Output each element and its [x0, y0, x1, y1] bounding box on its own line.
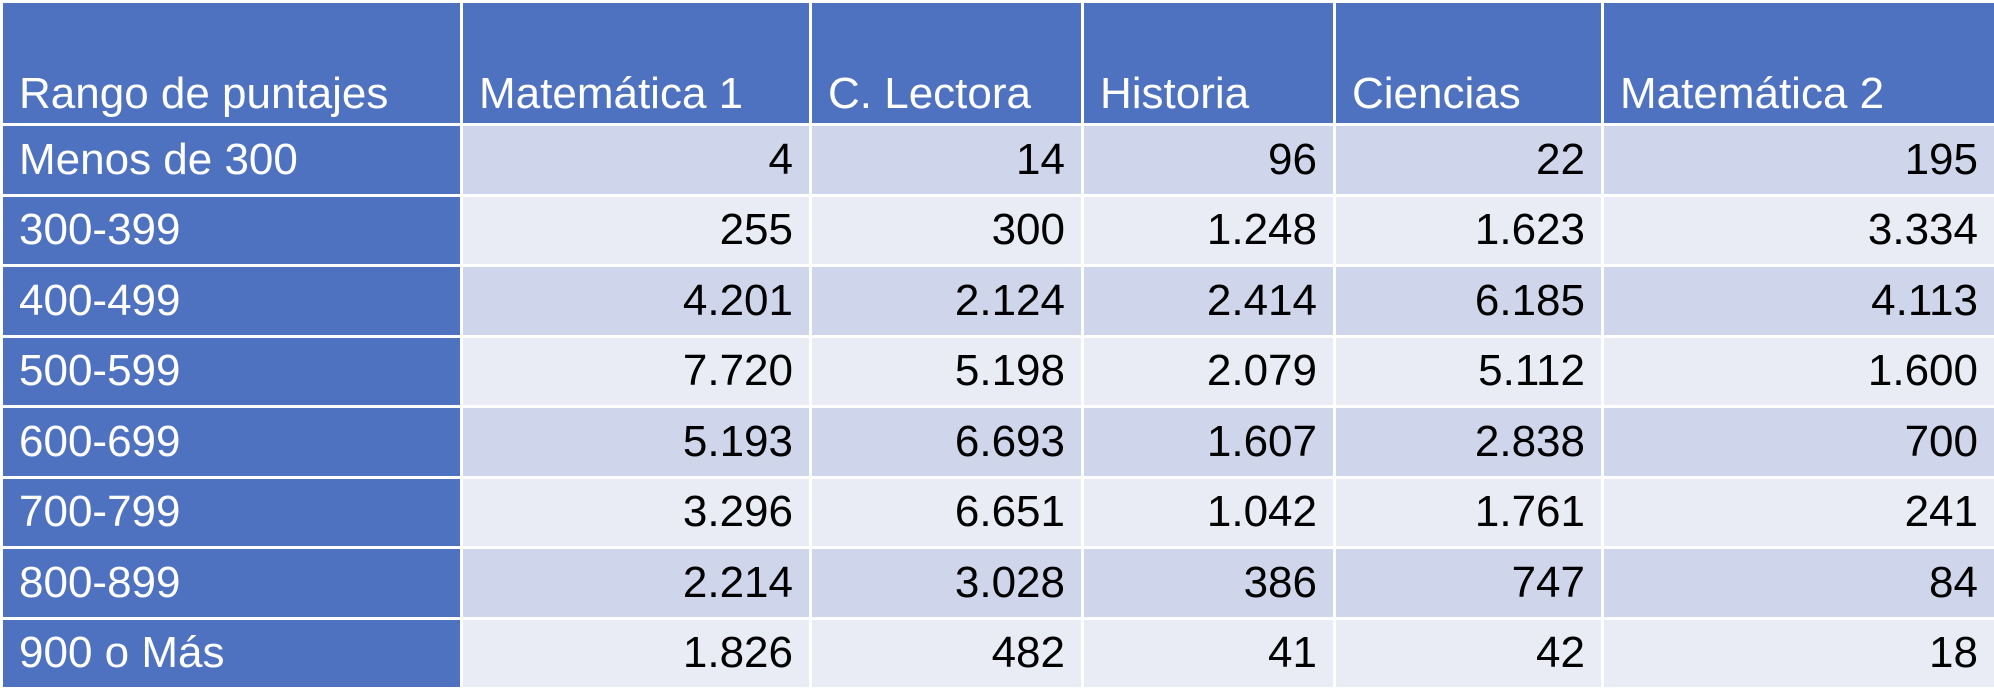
cell: 2.124 [809, 264, 1084, 338]
cell: 1.600 [1601, 334, 1994, 408]
row-label: 500-599 [0, 334, 463, 408]
row-label: 600-699 [0, 405, 463, 479]
cell: 482 [809, 616, 1084, 690]
cell: 4.113 [1601, 264, 1994, 338]
row-label: 800-899 [0, 546, 463, 620]
cell: 1.042 [1081, 475, 1336, 549]
cell: 42 [1333, 616, 1604, 690]
cell: 1.761 [1333, 475, 1604, 549]
row-label: 900 o Más [0, 616, 463, 690]
cell: 2.214 [460, 546, 812, 620]
header-row: Rango de puntajes Matemática 1 C. Lectora H… [0, 0, 1994, 126]
cell: 4 [460, 123, 812, 197]
cell: 22 [1333, 123, 1604, 197]
cell: 747 [1333, 546, 1604, 620]
table-row: 300-399 255 300 1.248 1.623 3.334 [0, 193, 1994, 267]
cell: 195 [1601, 123, 1994, 197]
cell: 6.693 [809, 405, 1084, 479]
cell: 386 [1081, 546, 1336, 620]
column-header: Rango de puntajes [0, 0, 463, 126]
cell: 255 [460, 193, 812, 267]
cell: 3.296 [460, 475, 812, 549]
cell: 6.651 [809, 475, 1084, 549]
column-header: Matemática 1 [460, 0, 812, 126]
table-row: Menos de 300 4 14 96 22 195 [0, 123, 1994, 197]
cell: 84 [1601, 546, 1994, 620]
cell: 5.112 [1333, 334, 1604, 408]
row-label: 300-399 [0, 193, 463, 267]
column-header: Ciencias [1333, 0, 1604, 126]
cell: 7.720 [460, 334, 812, 408]
cell: 5.198 [809, 334, 1084, 408]
cell: 300 [809, 193, 1084, 267]
column-header: C. Lectora [809, 0, 1084, 126]
cell: 1.607 [1081, 405, 1336, 479]
cell: 3.334 [1601, 193, 1994, 267]
cell: 14 [809, 123, 1084, 197]
row-label: Menos de 300 [0, 123, 463, 197]
column-header: Historia [1081, 0, 1336, 126]
table-row: 600-699 5.193 6.693 1.607 2.838 700 [0, 405, 1994, 479]
table-row: 700-799 3.296 6.651 1.042 1.761 241 [0, 475, 1994, 549]
cell: 4.201 [460, 264, 812, 338]
cell: 241 [1601, 475, 1994, 549]
cell: 2.838 [1333, 405, 1604, 479]
cell: 1.826 [460, 616, 812, 690]
cell: 5.193 [460, 405, 812, 479]
row-label: 700-799 [0, 475, 463, 549]
cell: 700 [1601, 405, 1994, 479]
cell: 96 [1081, 123, 1336, 197]
table-row: 400-499 4.201 2.124 2.414 6.185 4.113 [0, 264, 1994, 338]
cell: 2.079 [1081, 334, 1336, 408]
row-label: 400-499 [0, 264, 463, 338]
cell: 18 [1601, 616, 1994, 690]
cell: 3.028 [809, 546, 1084, 620]
cell: 1.248 [1081, 193, 1336, 267]
cell: 6.185 [1333, 264, 1604, 338]
cell: 41 [1081, 616, 1336, 690]
column-header: Matemática 2 [1601, 0, 1994, 126]
table-row: 900 o Más 1.826 482 41 42 18 [0, 616, 1994, 690]
table-row: 800-899 2.214 3.028 386 747 84 [0, 546, 1994, 620]
table-row: 500-599 7.720 5.198 2.079 5.112 1.600 [0, 334, 1994, 408]
cell: 1.623 [1333, 193, 1604, 267]
cell: 2.414 [1081, 264, 1336, 338]
